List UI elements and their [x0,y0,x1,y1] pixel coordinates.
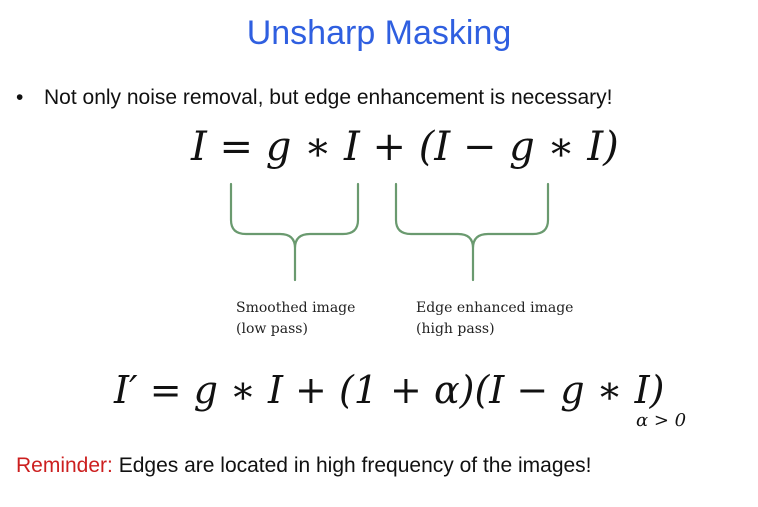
smoothed-label-line2: (low pass) [236,321,308,337]
reminder-text: Edges are located in high frequency of t… [112,454,592,477]
smooth-term-brace [229,182,360,282]
reminder-prefix: Reminder: [16,454,113,477]
smoothed-image-label: Smoothed image (low pass) [236,298,355,340]
reminder-note: Reminder: Edges are located in high freq… [16,454,592,478]
edge-label-line2: (high pass) [416,321,495,337]
bullet-point: • Not only noise removal, but edge enhanc… [16,86,613,110]
plus-sign: + [372,124,407,170]
slide-title: Unsharp Masking [246,14,512,52]
alpha-condition: α > 0 [636,410,687,431]
edge-term: (I − g ∗ I) [418,124,619,170]
bullet-text: Not only noise removal, but edge enhance… [44,86,613,109]
underbraces [229,182,550,282]
equation-unsharp-mask: I′ = g ∗ I + (1 + α)(I − g ∗ I) [114,368,665,412]
equation-unsharp-decomposition: I = g ∗ I + (I − g ∗ I) [191,124,619,170]
equals-sign: = [219,124,254,170]
equation-lhs: I [191,124,207,170]
edge-term-brace [394,182,550,282]
smoothed-label-line1: Smoothed image [236,300,356,316]
bullet-marker: • [16,86,24,109]
smooth-term: g ∗ I [265,124,360,170]
edge-label-line1: Edge enhanced image [416,300,574,316]
edge-enhanced-label: Edge enhanced image (high pass) [416,298,573,340]
